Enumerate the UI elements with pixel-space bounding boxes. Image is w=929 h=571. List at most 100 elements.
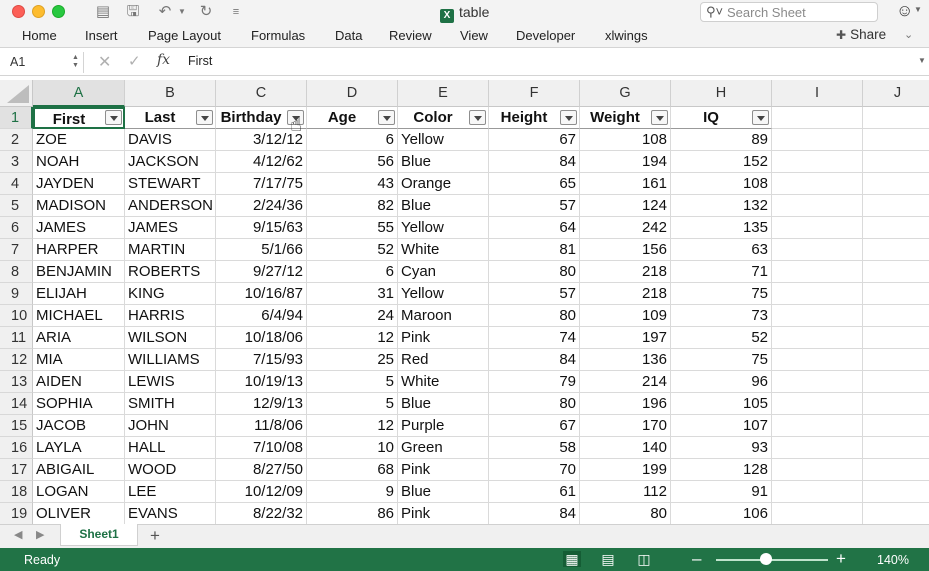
table-cell[interactable]: 3/12/12 <box>216 129 307 151</box>
empty-cell[interactable] <box>772 459 863 481</box>
table-cell[interactable]: 6 <box>307 129 398 151</box>
empty-cell[interactable] <box>772 393 863 415</box>
table-cell[interactable]: 107 <box>671 415 772 437</box>
table-cell[interactable]: 96 <box>671 371 772 393</box>
column-header-i[interactable]: I <box>772 80 863 107</box>
zoom-window-button[interactable] <box>52 5 65 18</box>
empty-cell[interactable] <box>863 437 929 459</box>
table-cell[interactable]: Blue <box>398 481 489 503</box>
column-header-b[interactable]: B <box>125 80 216 107</box>
table-header-cell-iq[interactable]: IQ <box>671 107 772 129</box>
table-cell[interactable]: 112 <box>580 481 671 503</box>
table-cell[interactable]: 108 <box>580 129 671 151</box>
filter-dropdown-icon[interactable] <box>105 110 122 125</box>
feedback-dropdown-icon[interactable]: ▼ <box>914 5 922 14</box>
table-header-cell-birthday[interactable]: Birthday <box>216 107 307 129</box>
table-cell[interactable]: 80 <box>489 261 580 283</box>
table-cell[interactable]: 4/12/62 <box>216 151 307 173</box>
empty-cell[interactable] <box>863 459 929 481</box>
table-cell[interactable]: 6/4/94 <box>216 305 307 327</box>
tab-view[interactable]: View <box>460 28 488 43</box>
table-cell[interactable]: 152 <box>671 151 772 173</box>
empty-cell[interactable] <box>863 195 929 217</box>
empty-cell[interactable] <box>772 503 863 524</box>
table-cell[interactable]: Cyan <box>398 261 489 283</box>
row-header-9[interactable]: 9 <box>0 283 33 305</box>
prev-sheet-arrow-icon[interactable]: ◀ <box>14 529 23 541</box>
table-cell[interactable]: 156 <box>580 239 671 261</box>
table-cell[interactable]: 65 <box>489 173 580 195</box>
column-header-f[interactable]: F <box>489 80 580 107</box>
row-header-6[interactable]: 6 <box>0 217 33 239</box>
table-cell[interactable]: ELIJAH <box>33 283 125 305</box>
empty-cell[interactable] <box>863 261 929 283</box>
table-cell[interactable]: STEWART <box>125 173 216 195</box>
empty-cell[interactable] <box>863 371 929 393</box>
minimize-window-button[interactable] <box>32 5 45 18</box>
row-header-8[interactable]: 8 <box>0 261 33 283</box>
table-cell[interactable]: 84 <box>489 349 580 371</box>
row-header-3[interactable]: 3 <box>0 151 33 173</box>
table-cell[interactable]: 80 <box>580 503 671 524</box>
table-cell[interactable]: 63 <box>671 239 772 261</box>
table-header-cell-first[interactable]: First <box>33 107 125 129</box>
empty-cell[interactable] <box>863 415 929 437</box>
empty-cell[interactable] <box>863 349 929 371</box>
table-cell[interactable]: 199 <box>580 459 671 481</box>
sheet-tab-sheet1[interactable]: Sheet1 <box>60 524 138 546</box>
empty-cell[interactable] <box>772 173 863 195</box>
table-cell[interactable]: OLIVER <box>33 503 125 524</box>
table-cell[interactable]: Blue <box>398 151 489 173</box>
empty-cell[interactable] <box>863 129 929 151</box>
table-cell[interactable]: 12/9/13 <box>216 393 307 415</box>
filter-dropdown-icon[interactable] <box>560 110 577 125</box>
row-header-17[interactable]: 17 <box>0 459 33 481</box>
table-cell[interactable]: Orange <box>398 173 489 195</box>
share-button[interactable]: ✚ Share <box>836 27 886 42</box>
table-cell[interactable]: HARPER <box>33 239 125 261</box>
table-cell[interactable]: 91 <box>671 481 772 503</box>
cancel-entry-icon[interactable]: ✕ <box>98 54 112 71</box>
table-cell[interactable]: 197 <box>580 327 671 349</box>
filter-dropdown-icon[interactable] <box>287 110 304 125</box>
table-cell[interactable]: 80 <box>489 393 580 415</box>
table-cell[interactable]: 11/8/06 <box>216 415 307 437</box>
zoom-slider[interactable] <box>716 559 828 561</box>
table-cell[interactable]: NOAH <box>33 151 125 173</box>
table-cell[interactable]: 24 <box>307 305 398 327</box>
sidebar-toggle-icon[interactable]: ▤ <box>95 3 111 20</box>
search-input[interactable] <box>727 5 872 20</box>
table-cell[interactable]: 106 <box>671 503 772 524</box>
table-cell[interactable]: 55 <box>307 217 398 239</box>
normal-view-icon[interactable]: ▦ <box>563 551 581 567</box>
table-cell[interactable]: 170 <box>580 415 671 437</box>
empty-cell[interactable] <box>863 327 929 349</box>
empty-cell[interactable] <box>772 283 863 305</box>
empty-cell[interactable] <box>772 195 863 217</box>
customize-toolbar-icon[interactable]: ≡ <box>232 6 240 18</box>
table-cell[interactable]: Pink <box>398 459 489 481</box>
column-header-e[interactable]: E <box>398 80 489 107</box>
empty-cell[interactable] <box>772 217 863 239</box>
save-icon[interactable]: 🖫 <box>126 3 140 20</box>
feedback-smiley-icon[interactable]: ☺ <box>896 1 914 20</box>
collapse-ribbon-icon[interactable]: ⌄ <box>904 29 914 41</box>
table-cell[interactable]: 9/27/12 <box>216 261 307 283</box>
table-cell[interactable]: 80 <box>489 305 580 327</box>
table-cell[interactable]: 71 <box>671 261 772 283</box>
zoom-in-button[interactable]: + <box>836 549 846 568</box>
table-cell[interactable]: ABIGAIL <box>33 459 125 481</box>
table-cell[interactable]: MIA <box>33 349 125 371</box>
table-cell[interactable]: 6 <box>307 261 398 283</box>
table-cell[interactable]: 161 <box>580 173 671 195</box>
worksheet-grid[interactable]: A B C D E F G H I J 1 2 3 4 5 6 7 8 9 10 11 12 13 14 15 16 17 18 19 F… <box>0 80 929 524</box>
empty-cell[interactable] <box>772 481 863 503</box>
table-cell[interactable]: LEE <box>125 481 216 503</box>
table-cell[interactable]: 56 <box>307 151 398 173</box>
row-header-11[interactable]: 11 <box>0 327 33 349</box>
table-cell[interactable]: Yellow <box>398 129 489 151</box>
table-cell[interactable]: ROBERTS <box>125 261 216 283</box>
empty-cell[interactable] <box>772 129 863 151</box>
empty-cell[interactable] <box>772 415 863 437</box>
empty-cell[interactable] <box>863 481 929 503</box>
